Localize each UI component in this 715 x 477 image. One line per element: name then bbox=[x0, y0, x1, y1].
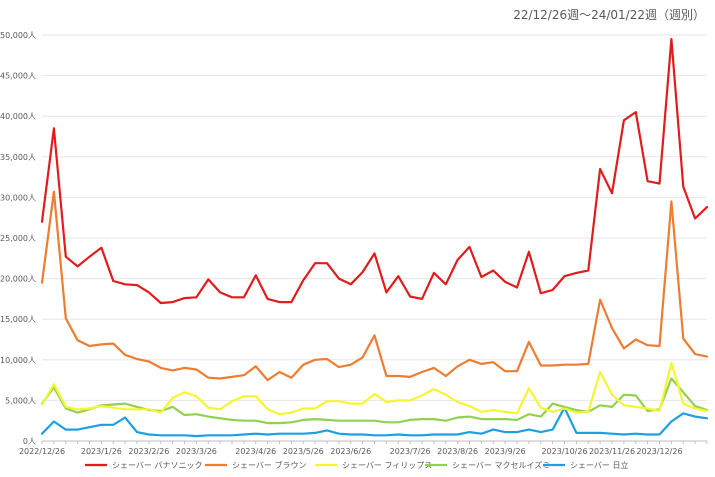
y-tick-label: 15,000人 bbox=[0, 315, 36, 324]
legend: シェーバー パナソニック シェーバー ブラウン シェーバー フィリップス シェーバー … bbox=[85, 460, 628, 470]
series-line bbox=[40, 190, 709, 382]
x-tick-label: 2023/9/26 bbox=[485, 447, 526, 456]
x-tick-label: 2023/1/26 bbox=[81, 447, 122, 456]
x-axis bbox=[41, 441, 708, 444]
x-tick-label: 2023/4/26 bbox=[235, 447, 276, 456]
chart-title: 22/12/26週～24/01/22週（週別） bbox=[513, 8, 705, 22]
x-axis-tick-labels: 2022/12/26 2023/1/26 2023/2/26 2023/3/26 202… bbox=[19, 447, 683, 456]
y-tick-label: 5,000人 bbox=[5, 396, 36, 405]
x-tick-label: 2023/11/26 bbox=[589, 447, 635, 456]
y-tick-label: 20,000人 bbox=[0, 275, 36, 284]
series-line bbox=[40, 361, 709, 416]
legend-label: シェーバー 日立 bbox=[570, 460, 628, 470]
series-lines bbox=[40, 37, 709, 438]
y-tick-label: 45,000人 bbox=[0, 72, 36, 81]
x-tick-label: 2023/2/26 bbox=[128, 447, 169, 456]
x-tick-label: 2023/6/26 bbox=[330, 447, 371, 456]
x-tick-label: 2022/12/26 bbox=[19, 447, 65, 456]
legend-label: シェーバー パナソニック bbox=[112, 461, 202, 470]
series-line bbox=[40, 37, 709, 305]
x-tick-label: 2023/10/26 bbox=[541, 447, 587, 456]
legend-label: シェーバー マクセルイズミ bbox=[452, 460, 550, 470]
x-tick-label: 2023/12/26 bbox=[636, 447, 682, 456]
x-tick-label: 2023/5/26 bbox=[283, 447, 324, 456]
y-tick-label: 40,000人 bbox=[0, 112, 36, 121]
y-tick-label: 50,000人 bbox=[0, 31, 36, 40]
legend-label: シェーバー ブラウン bbox=[232, 460, 306, 470]
y-axis-tick-labels: 0人 5,000人 10,000人 15,000人 20,000人 25,000人 30,0… bbox=[0, 31, 36, 446]
x-tick-label: 2023/3/26 bbox=[176, 447, 217, 456]
y-tick-label: 30,000人 bbox=[0, 193, 36, 202]
y-tick-label: 10,000人 bbox=[0, 356, 36, 365]
gridlines bbox=[42, 34, 707, 442]
y-tick-label: 0人 bbox=[23, 437, 36, 446]
y-tick-label: 25,000人 bbox=[0, 234, 36, 243]
legend-label: シェーバー フィリップス bbox=[342, 461, 432, 470]
x-tick-label: 2023/7/26 bbox=[390, 447, 431, 456]
y-tick-label: 35,000人 bbox=[0, 153, 36, 162]
series-line bbox=[40, 406, 709, 438]
x-tick-label: 2023/8/26 bbox=[437, 447, 478, 456]
